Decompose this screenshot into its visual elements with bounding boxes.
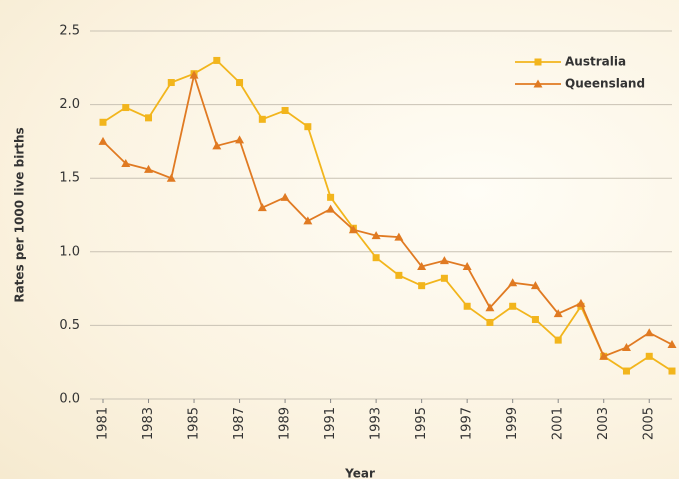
x-tick-label: 1983	[141, 407, 156, 440]
point-marker	[121, 158, 131, 167]
legend-label: Queensland	[565, 77, 645, 91]
x-tick-label: 1999	[505, 407, 520, 440]
point-marker	[258, 115, 266, 123]
point-marker	[99, 118, 107, 126]
point-marker	[486, 318, 494, 326]
point-marker	[667, 340, 677, 349]
point-marker	[394, 232, 404, 241]
x-tick-label: 1993	[369, 407, 384, 440]
point-marker	[257, 203, 267, 212]
point-marker	[645, 352, 653, 360]
y-tick-label: 1.0	[59, 244, 80, 259]
series-line	[102, 71, 673, 358]
x-tick-label: 1985	[187, 407, 202, 440]
point-marker	[281, 106, 289, 114]
point-marker	[576, 298, 586, 307]
x-tick-label: 1981	[96, 407, 111, 440]
x-tick-label: 1991	[323, 407, 338, 440]
point-marker	[166, 173, 176, 182]
point-marker	[167, 79, 175, 87]
point-marker	[395, 271, 403, 279]
point-marker	[463, 302, 471, 310]
point-marker	[509, 302, 517, 310]
point-marker	[304, 123, 312, 131]
x-axis-title: Year	[344, 467, 375, 479]
point-marker	[212, 141, 222, 150]
y-axis-title: Rates per 1000 live births	[13, 127, 27, 302]
point-marker	[440, 274, 448, 282]
y-tick-label: 2.0	[59, 97, 80, 112]
point-marker	[372, 254, 380, 262]
legend-label: Australia	[565, 55, 626, 69]
x-tick-label: 1997	[460, 407, 475, 440]
point-marker	[236, 79, 244, 87]
point-marker	[622, 367, 630, 375]
point-marker	[530, 281, 540, 290]
point-marker	[280, 192, 290, 201]
y-tick-label: 2.5	[59, 24, 80, 39]
point-marker	[668, 367, 676, 375]
point-marker	[553, 309, 563, 318]
point-marker	[418, 282, 426, 290]
point-marker	[439, 256, 449, 265]
series-line	[102, 59, 673, 373]
legend-marker	[533, 79, 543, 88]
y-tick-label: 0.5	[59, 318, 80, 333]
point-marker	[599, 351, 609, 360]
point-marker	[303, 216, 313, 225]
point-marker	[644, 328, 654, 337]
point-marker	[348, 225, 358, 234]
x-tick-label: 1989	[278, 407, 293, 440]
x-tick-label: 1987	[232, 407, 247, 440]
point-marker	[531, 316, 539, 324]
y-tick-label: 0.0	[59, 392, 80, 407]
x-tick-label: 2005	[642, 407, 657, 440]
point-marker	[417, 262, 427, 271]
point-marker	[98, 136, 108, 145]
point-marker	[235, 135, 245, 144]
point-marker	[485, 303, 495, 312]
point-marker	[508, 278, 518, 287]
point-marker	[371, 231, 381, 240]
x-tick-label: 2001	[551, 407, 566, 440]
x-tick-label: 1995	[414, 407, 429, 440]
point-marker	[213, 56, 221, 64]
legend-marker	[534, 58, 542, 66]
point-marker	[621, 342, 631, 351]
point-marker	[326, 204, 336, 213]
point-marker	[554, 336, 562, 344]
x-tick-label: 2003	[596, 407, 611, 440]
point-marker	[189, 70, 199, 79]
point-marker	[122, 104, 130, 112]
point-marker	[462, 262, 472, 271]
point-marker	[327, 193, 335, 201]
point-marker	[145, 114, 153, 122]
y-tick-label: 1.5	[59, 171, 80, 186]
point-marker	[144, 164, 154, 173]
